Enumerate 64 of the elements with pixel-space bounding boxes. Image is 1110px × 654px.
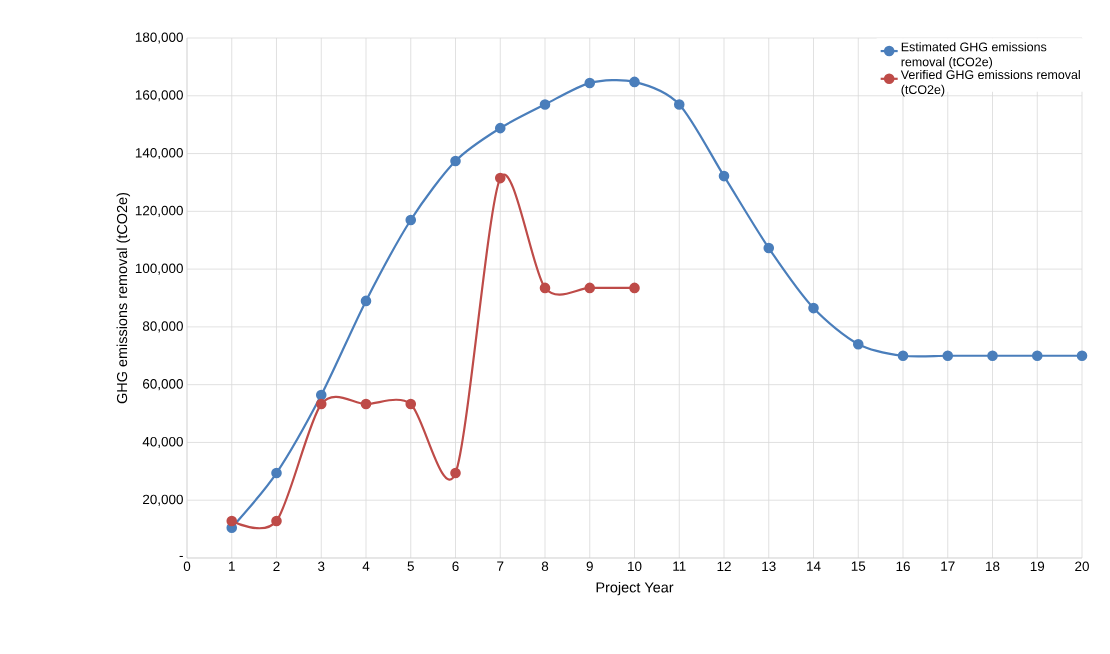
x-tick-label: 4 <box>362 561 370 571</box>
point <box>629 282 640 294</box>
y-tick-label: 100,000 <box>135 263 183 275</box>
y-tick-label: 40,000 <box>142 436 183 448</box>
point <box>852 338 864 350</box>
y-tick-label: - <box>179 555 183 557</box>
y-tick-label: 20,000 <box>143 494 183 506</box>
point <box>360 398 372 410</box>
point <box>584 77 596 89</box>
x-tick-label: 7 <box>497 561 504 571</box>
point <box>405 398 417 410</box>
x-tick-label: 20 <box>1075 561 1089 572</box>
x-tick-label: 19 <box>1030 561 1045 572</box>
point <box>897 350 909 362</box>
point <box>1076 350 1088 362</box>
x-tick-label: 0 <box>183 561 191 572</box>
point <box>315 389 327 401</box>
y-tick-label: 80,000 <box>142 321 183 333</box>
legend-label: Verified GHG emissions removal (tCO2e) <box>900 69 1080 97</box>
y-tick-label: 180,000 <box>135 32 183 44</box>
point <box>584 282 596 294</box>
x-axis-title: Project Year <box>596 581 674 596</box>
point <box>494 122 506 134</box>
point <box>763 242 775 254</box>
point <box>808 302 819 314</box>
y-axis-title: GHG emissions removal (tCO2e) <box>116 192 131 404</box>
point <box>450 155 461 167</box>
x-tick-label: 1 <box>229 561 235 571</box>
point <box>673 99 685 110</box>
point <box>226 515 238 527</box>
x-tick-label: 14 <box>807 561 821 571</box>
point <box>271 515 282 527</box>
point <box>539 282 551 294</box>
point <box>315 398 327 410</box>
point <box>405 214 417 226</box>
legend-label: Estimated GHG emissions removal (tCO2e) <box>901 42 1047 69</box>
y-tick-label: 120,000 <box>135 205 183 217</box>
point <box>450 467 461 479</box>
x-tick-label: 12 <box>717 561 731 571</box>
x-tick-label: 8 <box>541 561 549 572</box>
point <box>539 99 551 110</box>
point <box>987 350 998 362</box>
x-tick-label: 17 <box>941 561 955 571</box>
point <box>942 350 954 362</box>
x-tick-label: 5 <box>407 561 414 571</box>
x-tick-label: 11 <box>673 561 686 571</box>
y-tick-label: 60,000 <box>143 379 183 391</box>
point <box>494 172 506 184</box>
point <box>271 467 282 479</box>
x-tick-label: 16 <box>896 561 910 572</box>
y-tick-label: 140,000 <box>135 148 183 160</box>
x-tick-label: 10 <box>628 561 642 572</box>
x-tick-label: 2 <box>273 561 280 571</box>
x-tick-label: 3 <box>318 561 325 572</box>
x-tick-label: 13 <box>762 561 776 572</box>
point <box>360 295 372 307</box>
x-tick-label: 15 <box>851 561 866 571</box>
x-tick-label: 9 <box>586 561 593 572</box>
point <box>718 170 730 182</box>
point <box>1031 350 1043 362</box>
x-tick-label: 18 <box>986 561 1000 572</box>
x-tick-label: 6 <box>452 561 459 572</box>
y-tick-label: 160,000 <box>135 90 183 102</box>
point <box>629 76 640 88</box>
